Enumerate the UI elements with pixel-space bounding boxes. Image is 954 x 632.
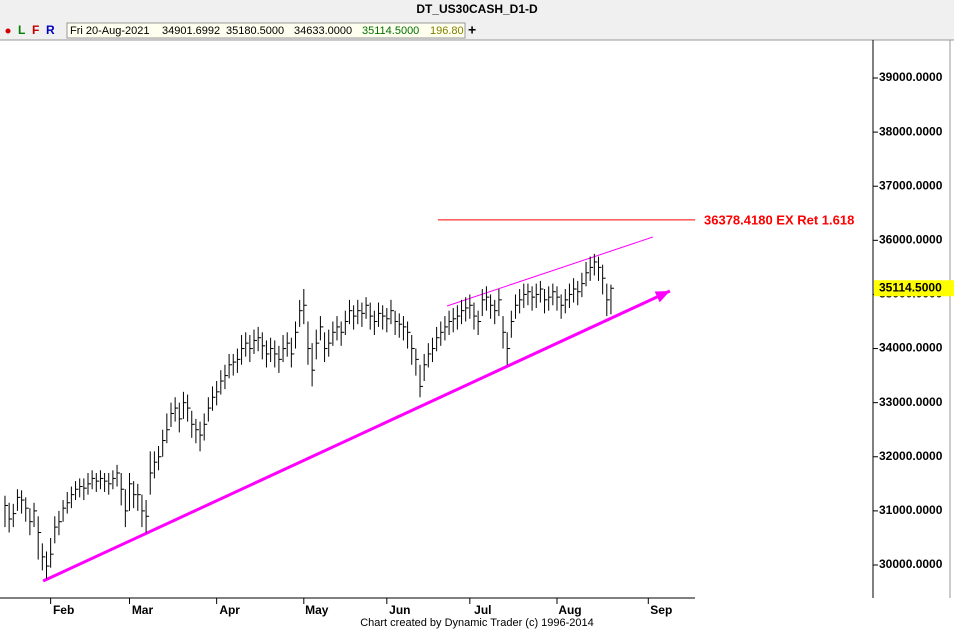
info-open: 34901.6992 xyxy=(162,25,220,37)
y-tick-label: 38000.0000 xyxy=(879,124,943,138)
y-tick-label: 32000.0000 xyxy=(879,449,943,463)
info-close: 35114.5000 xyxy=(362,25,419,37)
ret-label: 36378.4180 EX Ret 1.618 xyxy=(704,212,854,227)
add-button[interactable]: + xyxy=(468,22,476,38)
title-bar xyxy=(0,0,954,20)
last-price-label: 35114.5000 xyxy=(879,280,942,294)
y-tick-label: 34000.0000 xyxy=(879,341,943,355)
info-low: 34633.0000 xyxy=(294,25,352,37)
toolbar-l[interactable]: L xyxy=(18,23,25,37)
toolbar-r[interactable]: R xyxy=(46,23,55,37)
y-tick-label: 33000.0000 xyxy=(879,395,943,409)
y-tick-label: 37000.0000 xyxy=(879,178,943,192)
trendline xyxy=(446,236,654,307)
trendline xyxy=(42,289,671,583)
y-tick-label: 31000.0000 xyxy=(879,503,943,517)
footer: Chart created by Dynamic Trader (c) 1996… xyxy=(360,617,594,629)
y-tick-label: 39000.0000 xyxy=(879,70,943,84)
y-tick-label: 36000.0000 xyxy=(879,232,943,246)
info-change: 196.80 xyxy=(430,25,464,37)
x-tick-label: Jun xyxy=(389,603,410,617)
info-box xyxy=(66,22,466,39)
trend-arrow xyxy=(654,291,670,303)
x-tick-label: Mar xyxy=(132,603,154,617)
x-tick-label: Aug xyxy=(558,603,581,617)
x-tick-label: May xyxy=(305,603,329,617)
toolbar-f[interactable]: F xyxy=(32,23,39,37)
status-dot xyxy=(5,28,11,34)
x-tick-label: Sep xyxy=(650,603,672,617)
info-high: 35180.5000 xyxy=(226,25,284,37)
info: Fri 20-Aug-2021 34901.6992 35180.5000 34… xyxy=(70,25,464,37)
x-tick-label: Feb xyxy=(53,603,74,617)
y-tick-label: 30000.0000 xyxy=(879,557,943,571)
info-date: Fri 20-Aug-2021 xyxy=(70,25,150,37)
last-price-box xyxy=(874,280,954,297)
x-tick-label: Jul xyxy=(474,603,491,617)
chart-title: DT_US30CASH_D1-D xyxy=(416,2,538,16)
x-tick-label: Apr xyxy=(219,603,240,617)
